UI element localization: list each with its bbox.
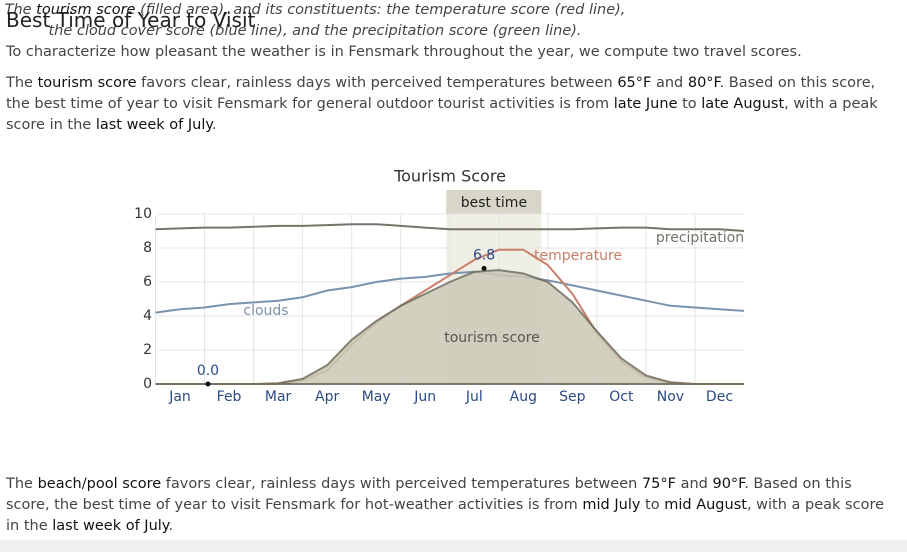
- text-run: favors clear, rainless days with perceiv…: [136, 75, 618, 91]
- x-tick-label: Dec: [706, 389, 733, 405]
- emphasis: late August: [701, 96, 785, 112]
- series-label: precipitation: [656, 230, 744, 246]
- emphasis: late June: [613, 96, 678, 112]
- x-tick-label: Apr: [315, 389, 339, 405]
- emphasis: tourism score: [37, 75, 137, 91]
- line: [155, 270, 745, 314]
- annotation-dot: [205, 381, 211, 387]
- emphasis: tourism score: [36, 2, 136, 18]
- x-tick-label: Mar: [265, 389, 292, 405]
- text-run: The: [6, 75, 38, 91]
- x-tick-label: Nov: [657, 389, 684, 405]
- series-label: tourism score: [444, 330, 540, 346]
- series-label: temperature: [534, 248, 622, 264]
- x-tick-label: Jul: [465, 389, 483, 405]
- paragraph: The beach/pool score favors clear, rainl…: [6, 474, 886, 537]
- annotation-label: 0.0: [197, 363, 219, 379]
- text-run: favors clear, rainless days with perceiv…: [161, 476, 642, 492]
- text-run: .: [211, 117, 217, 133]
- area: [155, 269, 744, 385]
- x-tick-label: May: [362, 389, 391, 405]
- annotation-dot: [481, 265, 487, 271]
- emphasis: last week of July: [52, 518, 169, 534]
- y-tick-label: 10: [134, 206, 152, 222]
- footer-strip: [0, 540, 907, 552]
- best-time-label: best time: [461, 195, 527, 211]
- text-run: , with a peak score in the: [6, 96, 878, 133]
- x-tick-label: Aug: [510, 389, 537, 405]
- y-tick-label: 8: [143, 240, 152, 256]
- emphasis: mid July: [582, 497, 641, 513]
- annotation-label: 6.8: [473, 247, 495, 263]
- text-run: , with a peak score in the: [6, 497, 885, 534]
- text-run: .: [168, 518, 173, 534]
- intro: To characterize how pleasant the weather…: [6, 44, 802, 60]
- line: [155, 223, 745, 232]
- paragraph: The tourism score favors clear, rainless…: [6, 73, 886, 136]
- best-time-label-bg: [446, 190, 542, 214]
- text-run: and: [651, 75, 688, 91]
- emphasis: 90°F: [712, 476, 745, 492]
- text-run: . Based on this score, the best time of …: [6, 75, 876, 112]
- emphasis: 65°F: [617, 75, 652, 91]
- x-tick-label: Oct: [609, 389, 634, 405]
- emphasis: beach/pool score: [37, 476, 162, 492]
- text-run: to: [677, 96, 702, 112]
- emphasis: 80°F: [687, 75, 720, 91]
- text-run: (filled area), and its constituents: the…: [48, 2, 626, 39]
- emphasis: mid August: [664, 497, 747, 513]
- caption: The tourism score (filled area), and its…: [0, 0, 630, 42]
- y-tick-label: 0: [143, 376, 152, 392]
- text-run: and: [675, 476, 713, 492]
- emphasis: 75°F: [641, 476, 676, 492]
- chart-title: Tourism Score: [393, 167, 506, 186]
- emphasis: last week of July: [95, 117, 212, 133]
- y-tick-label: 2: [143, 342, 152, 358]
- text-run: . Based on this score, the best time of …: [6, 476, 852, 513]
- series-label: clouds: [243, 303, 288, 319]
- heading: Best Time of Year to Visit: [6, 8, 256, 32]
- text-run: to: [640, 497, 665, 513]
- y-tick-label: 6: [143, 274, 152, 290]
- text-run: The: [6, 476, 38, 492]
- x-tick-label: Sep: [559, 389, 586, 405]
- x-tick-label: Jan: [168, 389, 191, 405]
- chart: Tourism Score best time Jan Feb Mar Apr May Ju…: [134, 167, 745, 406]
- x-tick-label: Jun: [413, 389, 436, 405]
- y-tick-label: 4: [143, 308, 152, 324]
- text-run: The: [4, 2, 37, 18]
- x-tick-label: Feb: [217, 389, 242, 405]
